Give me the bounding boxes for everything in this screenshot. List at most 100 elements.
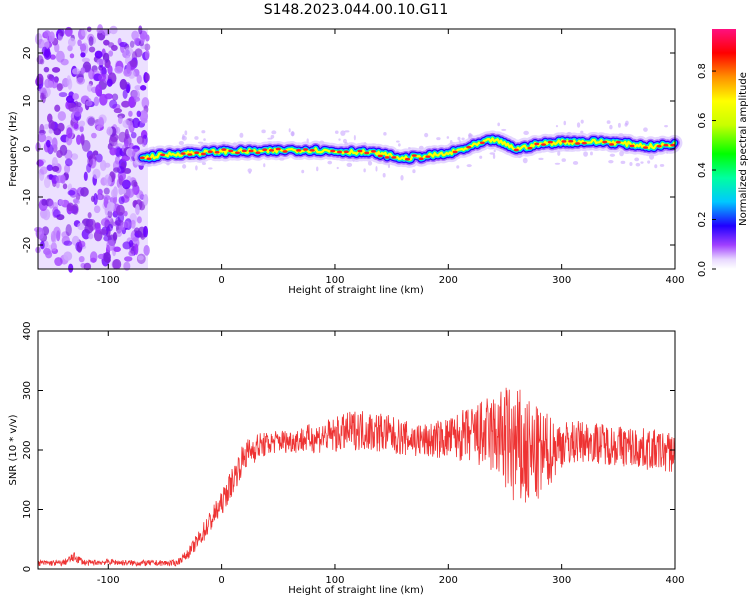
noise-speck <box>136 216 142 224</box>
noise-speck <box>35 227 45 240</box>
spectrogram-y-ticks: -20 -10 0 10 20 <box>22 47 675 253</box>
noise-speck <box>56 83 63 92</box>
noise-speck <box>54 257 63 267</box>
ridge-peak <box>248 149 254 153</box>
noise-speck <box>104 174 112 187</box>
noise-speck <box>46 139 51 148</box>
noise-speck <box>109 147 117 156</box>
noise-speck <box>134 227 140 234</box>
noise-speck <box>99 160 107 172</box>
noise-speck <box>106 126 113 136</box>
faint-speck <box>608 159 614 164</box>
faint-speck <box>201 130 206 134</box>
faint-speck <box>554 162 561 165</box>
ridge-peak <box>615 140 621 144</box>
ridge-peak <box>466 145 472 149</box>
noise-speck <box>65 224 72 236</box>
noise-speck <box>128 110 133 117</box>
faint-speck <box>492 153 496 159</box>
noise-speck <box>95 153 103 163</box>
x-tick-label: 0 <box>218 575 224 586</box>
noise-speck <box>120 221 126 231</box>
faint-speck <box>363 168 366 173</box>
noise-speck <box>91 132 97 139</box>
ridge-peak <box>160 153 166 157</box>
noise-speck <box>140 85 147 91</box>
ridge-peak <box>568 139 574 143</box>
noise-speck <box>54 104 61 112</box>
noise-speck <box>134 48 143 58</box>
ridge-peak <box>343 150 349 154</box>
ridge-peak <box>670 143 676 147</box>
faint-speck <box>424 132 429 138</box>
faint-speck <box>590 151 593 156</box>
noise-speck <box>112 258 122 270</box>
ridge-peak <box>534 142 540 146</box>
faint-speck <box>263 163 266 168</box>
noise-speck <box>123 261 131 271</box>
faint-speck <box>555 125 559 128</box>
noise-speck <box>88 36 94 47</box>
faint-speck <box>182 164 187 169</box>
ridge-peak <box>221 148 227 151</box>
noise-speck <box>115 204 125 216</box>
noise-speck <box>48 31 55 43</box>
ridge-peak <box>629 144 635 148</box>
noise-speck <box>37 132 47 143</box>
noise-speck <box>81 28 87 37</box>
faint-speck <box>203 138 206 141</box>
faint-speck <box>184 130 188 136</box>
noise-speck <box>139 110 149 123</box>
faint-speck <box>201 162 207 166</box>
ridge-peak <box>581 141 587 145</box>
ridge-peak <box>357 149 363 153</box>
noise-speck <box>116 229 123 237</box>
noise-speck <box>143 193 149 206</box>
noise-speck <box>113 141 119 148</box>
faint-speck <box>270 134 275 139</box>
noise-speck <box>138 191 144 199</box>
ridge-peak <box>643 146 649 149</box>
noise-speck <box>90 257 97 263</box>
noise-speck <box>47 80 54 88</box>
y-tick-label: 300 <box>22 381 33 400</box>
noise-speck <box>88 219 97 231</box>
noise-speck <box>97 188 103 196</box>
faint-speck <box>538 157 544 161</box>
ridge-peak <box>609 143 615 146</box>
frequency-ridge <box>134 130 683 168</box>
faint-speck <box>316 166 319 172</box>
x-tick-label: -100 <box>97 275 120 286</box>
x-tick-label: 400 <box>665 575 684 586</box>
ridge-peak <box>187 153 193 156</box>
noise-speck <box>136 135 145 145</box>
noise-speck <box>40 39 50 50</box>
noise-speck <box>65 95 75 103</box>
noise-speck <box>124 47 134 56</box>
faint-speck <box>466 164 472 168</box>
noise-speck <box>67 190 76 196</box>
noise-speck <box>137 255 144 261</box>
ridge-peak <box>479 141 485 145</box>
noise-speck <box>53 128 62 136</box>
faint-speck <box>346 162 353 168</box>
faint-speck <box>624 122 628 127</box>
noise-speck <box>39 166 48 175</box>
noise-speck <box>100 218 110 227</box>
snr-x-ticks: -100 0 100 200 300 400 <box>97 331 685 586</box>
spectrogram-y-label: Frequency (Hz) <box>8 111 19 187</box>
faint-speck <box>398 143 401 147</box>
noise-speck <box>67 37 76 47</box>
ridge-peak <box>194 151 200 155</box>
noise-speck <box>95 84 103 97</box>
noise-speck <box>49 54 56 60</box>
y-tick-label: 0 <box>22 146 33 152</box>
x-tick-label: 300 <box>552 275 571 286</box>
x-tick-label: -100 <box>97 575 120 586</box>
faint-speck <box>664 124 668 128</box>
faint-speck <box>456 165 460 169</box>
noise-speck <box>65 158 73 167</box>
colorbar-gradient <box>712 29 736 269</box>
ridge-peak <box>180 152 186 155</box>
noise-speck <box>36 73 44 85</box>
